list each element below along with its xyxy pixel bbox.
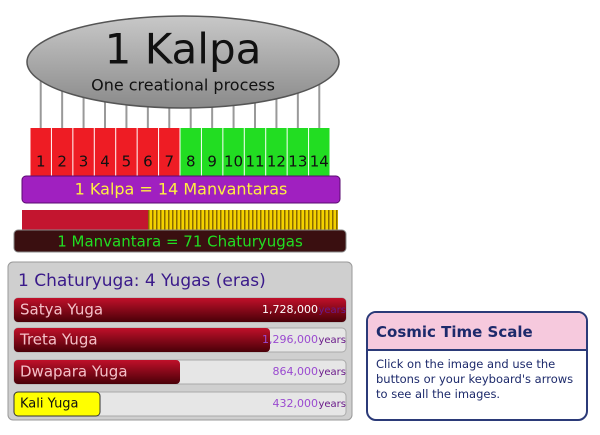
manvantara-box (94, 128, 116, 178)
kalpa-equation-bar (21, 175, 341, 204)
yuga-name: Treta Yuga (19, 331, 98, 349)
manvantara-number: 14 (310, 153, 329, 171)
manvantara-box (309, 128, 330, 178)
manvantara-number: 11 (245, 153, 264, 171)
kalpa-title: 1 Kalpa (105, 25, 262, 74)
yuga-bar (13, 391, 101, 417)
yuga-name: Dwapara Yuga (20, 363, 128, 381)
yuga-name: Kali Yuga (20, 397, 79, 412)
kalpa-equation: 1 Kalpa = 14 Manvantaras (75, 180, 288, 199)
manvantara-box (201, 128, 223, 178)
manvantara-number: 4 (100, 153, 110, 171)
yuga-bar (14, 360, 180, 384)
manvantara-box (159, 128, 180, 178)
manvantara-box (180, 128, 201, 178)
manvantara-number: 8 (186, 153, 196, 171)
kalpa-subtitle: One creational process (91, 76, 275, 95)
kalpa-ellipse (26, 15, 340, 109)
manvantara-number: 5 (122, 153, 132, 171)
info-text: Click on the image and use the buttons o… (376, 357, 574, 401)
manvantara-box (137, 128, 159, 178)
yuga-unit: years (318, 305, 346, 316)
manvantara-equation-bar (13, 229, 347, 253)
manvantara-box (51, 128, 73, 178)
manvantara-box (30, 128, 51, 178)
manvantara-box (73, 128, 94, 178)
manvantara-box (116, 128, 137, 178)
manvantara-number: 6 (143, 153, 153, 171)
info-panel: Cosmic Time Scale Click on the image and… (366, 311, 588, 421)
manvantara-number: 9 (207, 153, 217, 171)
manvantara-equation: 1 Manvantara = 71 Chaturyugas (57, 233, 303, 251)
manvantara-boxes: 1 2 3 4 5 6 7 8 9 10 11 12 13 14 (30, 128, 330, 178)
yuga-unit: years (318, 399, 346, 410)
manvantara-box (223, 128, 244, 178)
yuga-bar (14, 328, 270, 352)
yuga-unit: years (318, 367, 346, 378)
manvantara-box (287, 128, 309, 178)
yuga-unit: years (318, 335, 346, 346)
yuga-name: Satya Yuga (20, 301, 103, 319)
manvantara-number: 10 (224, 153, 243, 171)
manvantara-number: 3 (79, 153, 89, 171)
manvantara-number: 2 (57, 153, 67, 171)
yuga-bar (14, 298, 346, 322)
manvantara-stripes (148, 210, 338, 232)
chaturyuga-title: 1 Chaturyuga: 4 Yugas (eras) (18, 271, 266, 291)
info-title: Cosmic Time Scale (368, 313, 586, 351)
manvantara-number: 13 (288, 153, 307, 171)
yuga-years: 1,728,000 (262, 303, 318, 316)
manvantara-box (244, 128, 266, 178)
yuga-years: 432,000 (273, 397, 319, 410)
manvantara-number: 1 (36, 153, 46, 171)
manvantara-red (22, 210, 148, 232)
manvantara-number: 7 (165, 153, 175, 171)
manvantara-box (266, 128, 287, 178)
yuga-years: 864,000 (273, 365, 319, 378)
manvantara-number: 12 (267, 153, 286, 171)
yuga-years: 1,296,000 (262, 333, 318, 346)
